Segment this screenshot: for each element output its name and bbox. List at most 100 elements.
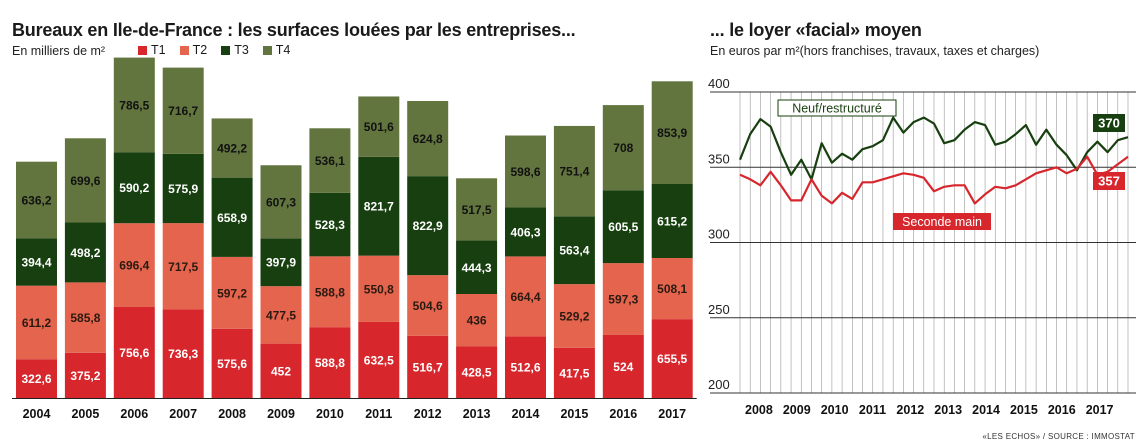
legend-label-t2: T2 — [192, 43, 208, 57]
bar-label-t1-2011: 632,5 — [364, 353, 394, 367]
end-label-seconde: 357 — [1093, 172, 1125, 190]
y-tick-350: 350 — [708, 151, 730, 166]
bar-label-t4-2015: 751,4 — [559, 165, 589, 179]
line-chart-title: ... le loyer «facial» moyen — [710, 20, 922, 40]
bar-label-t2-2015: 529,2 — [559, 309, 589, 323]
x-tick-2014: 2014 — [512, 407, 540, 421]
bar-t4-2005 — [64, 138, 106, 223]
bar-label-t4-2008: 492,2 — [217, 142, 247, 156]
x-tick-2011: 2011 — [859, 403, 886, 417]
end-label-neuf-text: 370 — [1098, 116, 1120, 131]
bar-label-t2-2012: 504,6 — [413, 299, 443, 313]
bar-label-t4-2017: 853,9 — [657, 126, 687, 140]
x-tick-2013: 2013 — [934, 403, 962, 417]
bar-t4-2017 — [651, 81, 693, 185]
bar-label-t2-2009: 477,5 — [266, 308, 296, 322]
bar-t2-2013 — [456, 294, 498, 347]
bar-label-t4-2012: 624,8 — [413, 132, 443, 146]
bar-t4-2004 — [16, 161, 57, 239]
bar-t3-2005 — [64, 222, 106, 283]
bar-label-t3-2008: 658,9 — [217, 211, 247, 225]
bar-t2-2008 — [211, 256, 253, 329]
bar-label-t4-2016: 708 — [613, 141, 633, 155]
x-tick-2012: 2012 — [414, 407, 442, 421]
bar-t3-2004 — [16, 238, 57, 286]
bar-label-t3-2007: 575,9 — [168, 182, 198, 196]
bar-label-t3-2014: 406,3 — [510, 225, 540, 239]
bar-label-t2-2010: 588,8 — [315, 285, 345, 299]
x-tick-2008: 2008 — [218, 407, 246, 421]
series-label-neuf-box — [777, 99, 897, 117]
bar-label-t2-2005: 585,8 — [70, 311, 100, 325]
bar-chart: 322,6 611,2 394,4 636,2 2004 375,2 585,8 498,2 6… — [12, 57, 697, 421]
bar-t1-2011 — [358, 321, 400, 398]
bar-t3-2015 — [553, 216, 595, 285]
bar-label-t1-2010: 588,8 — [315, 356, 345, 370]
x-tick-2009: 2009 — [267, 407, 295, 421]
bar-label-t3-2009: 397,9 — [266, 256, 296, 270]
bar-label-t4-2007: 716,7 — [168, 104, 198, 118]
bar-label-t4-2011: 501,6 — [364, 120, 394, 134]
end-label-seconde-text: 357 — [1098, 174, 1120, 189]
bar-label-t3-2017: 615,2 — [657, 215, 687, 229]
x-tick-2007: 2007 — [169, 407, 197, 421]
bar-t4-2015 — [553, 125, 595, 217]
bar-label-t3-2012: 822,9 — [413, 219, 443, 233]
bar-t2-2005 — [64, 282, 106, 353]
bar-label-t2-2007: 717,5 — [168, 260, 198, 274]
y-tick-400: 400 — [708, 76, 730, 91]
bar-t4-2014 — [505, 135, 546, 208]
series-label-seconde-box — [893, 213, 991, 230]
bar-t2-2011 — [358, 255, 400, 322]
bar-t1-2009 — [260, 343, 302, 398]
bar-label-t4-2014: 598,6 — [510, 165, 540, 179]
legend-item-t3: T3 — [221, 43, 249, 57]
end-label-neuf: 370 — [1093, 114, 1125, 132]
bar-t3-2016 — [602, 190, 644, 264]
x-tick-2016: 2016 — [1048, 403, 1076, 417]
bar-t2-2010 — [309, 256, 351, 328]
y-tick-250: 250 — [708, 302, 730, 317]
bar-label-t2-2014: 664,4 — [510, 290, 540, 304]
x-tick-2015: 2015 — [1010, 403, 1038, 417]
x-tick-2005: 2005 — [71, 407, 99, 421]
bar-t4-2008 — [211, 118, 253, 178]
bar-t1-2010 — [309, 327, 351, 398]
bar-label-t4-2004: 636,2 — [21, 193, 51, 207]
bar-chart-title: Bureaux en Ile-de-France : les surfaces … — [12, 20, 576, 40]
bar-label-t3-2006: 590,2 — [119, 181, 149, 195]
legend-item-t1: T1 — [138, 43, 166, 57]
bar-label-t4-2009: 607,3 — [266, 195, 296, 209]
bar-label-t4-2010: 536,1 — [315, 154, 345, 168]
bar-t3-2006 — [113, 152, 155, 224]
bar-label-t1-2004: 322,6 — [21, 372, 51, 386]
x-tick-2010: 2010 — [316, 407, 344, 421]
bar-label-t1-2017: 655,5 — [657, 352, 687, 366]
x-tick-2009: 2009 — [783, 403, 811, 417]
bar-t3-2017 — [651, 184, 693, 259]
bar-label-t2-2016: 597,3 — [608, 293, 638, 307]
bar-label-t2-2004: 611,2 — [22, 316, 52, 330]
bar-t4-2006 — [113, 57, 155, 153]
bar-t2-2006 — [113, 223, 155, 307]
bar-t2-2009 — [260, 286, 302, 344]
bar-t3-2008 — [211, 177, 253, 257]
x-tick-2014: 2014 — [972, 403, 1000, 417]
bar-t1-2006 — [113, 306, 155, 398]
bar-t2-2004 — [16, 285, 57, 360]
bar-t3-2012 — [407, 176, 449, 276]
bar-t3-2010 — [309, 192, 351, 257]
x-tick-2015: 2015 — [560, 407, 588, 421]
series-label-seconde: Seconde main — [893, 213, 991, 230]
bar-label-t4-2005: 699,6 — [70, 174, 100, 188]
legend-label-t1: T1 — [151, 43, 166, 57]
y-tick-300: 300 — [708, 227, 730, 242]
x-tick-2016: 2016 — [609, 407, 637, 421]
bar-t2-2015 — [553, 284, 595, 348]
series-label-neuf: Neuf/restructuré — [777, 99, 897, 117]
bar-label-t2-2011: 550,8 — [364, 282, 394, 296]
bar-label-t1-2013: 428,5 — [462, 366, 492, 380]
bar-t1-2007 — [162, 309, 204, 398]
bar-legend: T1 T2 T3 T4 — [138, 43, 290, 57]
